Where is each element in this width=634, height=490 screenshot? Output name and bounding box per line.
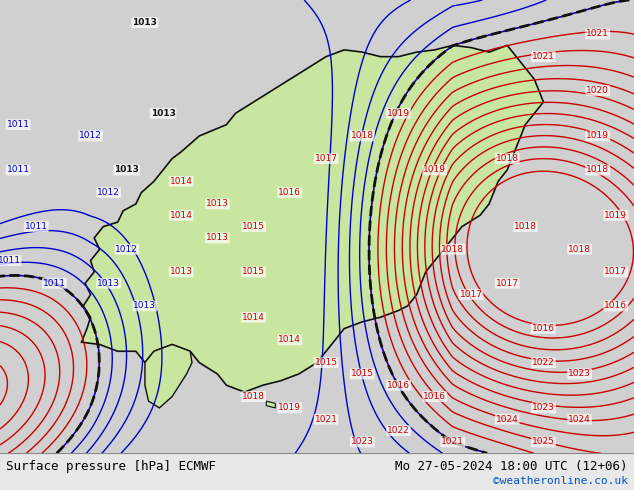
Text: 1012: 1012 <box>97 188 120 197</box>
Text: 1018: 1018 <box>586 166 609 174</box>
Text: 1015: 1015 <box>242 268 265 276</box>
Text: 1018: 1018 <box>351 131 374 141</box>
Text: 1022: 1022 <box>387 426 410 435</box>
Text: 1021: 1021 <box>532 52 555 61</box>
Polygon shape <box>82 46 543 392</box>
Text: 1013: 1013 <box>133 301 157 311</box>
Text: 1019: 1019 <box>278 403 301 413</box>
Text: 1021: 1021 <box>441 438 464 446</box>
Text: 1011: 1011 <box>6 166 30 174</box>
Text: 1023: 1023 <box>568 369 591 378</box>
Text: 1013: 1013 <box>97 279 120 288</box>
Text: 1022: 1022 <box>532 358 555 367</box>
Text: 1018: 1018 <box>514 222 537 231</box>
Text: 1015: 1015 <box>242 222 265 231</box>
Text: 1018: 1018 <box>242 392 265 401</box>
Text: 1011: 1011 <box>0 256 20 265</box>
Text: 1011: 1011 <box>43 279 66 288</box>
Text: 1023: 1023 <box>532 403 555 413</box>
Text: 1013: 1013 <box>170 268 193 276</box>
Text: 1017: 1017 <box>496 279 519 288</box>
Text: 1019: 1019 <box>604 211 628 220</box>
Text: 1013: 1013 <box>151 109 176 118</box>
Text: 1016: 1016 <box>387 381 410 390</box>
Text: 1018: 1018 <box>496 154 519 163</box>
Text: 1021: 1021 <box>586 29 609 39</box>
Text: 1021: 1021 <box>314 415 337 424</box>
Text: 1012: 1012 <box>115 245 138 254</box>
Text: 1015: 1015 <box>351 369 374 378</box>
Text: 1013: 1013 <box>114 166 139 174</box>
Text: ©weatheronline.co.uk: ©weatheronline.co.uk <box>493 476 628 486</box>
Polygon shape <box>145 344 192 408</box>
Text: 1016: 1016 <box>604 301 628 311</box>
Text: 1013: 1013 <box>206 233 229 243</box>
Text: 1016: 1016 <box>278 188 301 197</box>
Text: Mo 27-05-2024 18:00 UTC (12+06): Mo 27-05-2024 18:00 UTC (12+06) <box>395 460 628 473</box>
Text: 1017: 1017 <box>314 154 337 163</box>
Text: 1015: 1015 <box>314 358 337 367</box>
Text: 1014: 1014 <box>278 336 301 344</box>
Text: 1017: 1017 <box>460 290 482 299</box>
Text: 1019: 1019 <box>586 131 609 141</box>
Text: 1016: 1016 <box>424 392 446 401</box>
Text: 1013: 1013 <box>206 199 229 208</box>
Text: 1016: 1016 <box>532 324 555 333</box>
Text: 1018: 1018 <box>441 245 464 254</box>
Text: 1024: 1024 <box>496 415 519 424</box>
Text: 1019: 1019 <box>424 166 446 174</box>
Text: 1014: 1014 <box>170 211 193 220</box>
Text: 1017: 1017 <box>604 268 628 276</box>
Text: 1018: 1018 <box>568 245 591 254</box>
Text: Surface pressure [hPa] ECMWF: Surface pressure [hPa] ECMWF <box>6 460 216 473</box>
Text: 1013: 1013 <box>133 18 157 27</box>
Text: 1011: 1011 <box>25 222 48 231</box>
Text: 1014: 1014 <box>242 313 265 322</box>
Text: 1011: 1011 <box>6 120 30 129</box>
Text: 1020: 1020 <box>586 86 609 95</box>
Text: 1019: 1019 <box>387 109 410 118</box>
Text: 1025: 1025 <box>532 438 555 446</box>
Text: 1012: 1012 <box>79 131 102 141</box>
Text: 1024: 1024 <box>568 415 591 424</box>
Text: 1014: 1014 <box>170 177 193 186</box>
Text: 1023: 1023 <box>351 438 373 446</box>
Polygon shape <box>266 401 275 408</box>
